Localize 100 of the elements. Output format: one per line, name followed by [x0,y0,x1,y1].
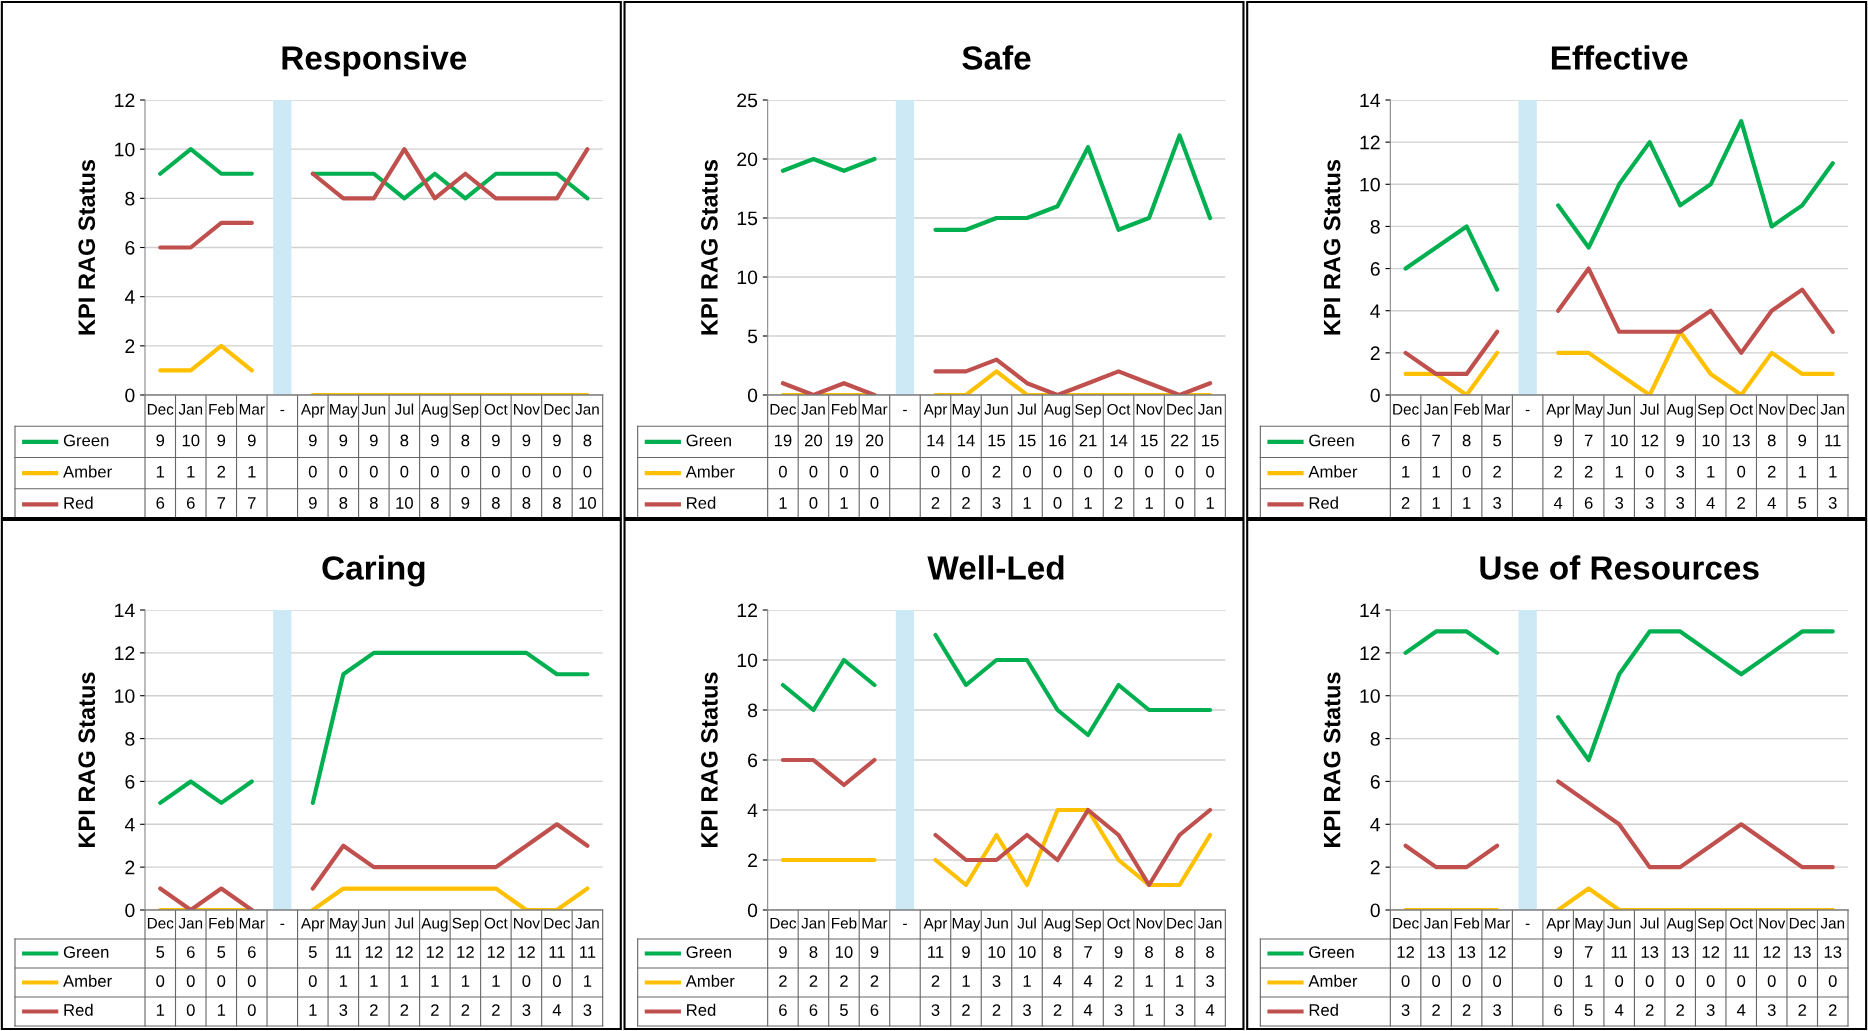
y-tick-label: 8 [125,191,135,206]
data-label: 22 [1171,434,1188,447]
data-label: 4 [1083,975,1093,987]
x-tick-label: May [952,404,981,418]
x-tick-label: Jan [801,404,825,415]
y-tick-label: 5 [747,329,758,344]
data-label: 1 [1798,465,1807,478]
chart-title: Well-Led [927,555,1064,580]
data-label: 11 [1825,434,1841,447]
data-label: 0 [1023,465,1031,478]
data-label: 0 [522,465,531,478]
data-label: 1 [400,975,409,987]
y-tick-label: 4 [1370,817,1381,832]
data-label: 14 [957,434,975,447]
x-tick-label: Jun [361,917,386,929]
data-label: 5 [839,1004,848,1016]
data-label: 3 [1767,1004,1776,1016]
data-label: 10 [988,946,1006,958]
data-label: 0 [1645,975,1654,987]
data-label: 2 [992,1004,1001,1016]
x-tick-label: Dec [147,404,174,415]
data-label: 3 [931,1004,940,1016]
data-label: 0 [1493,975,1502,987]
data-label: 2 [809,975,818,987]
y-tick-label: 0 [125,388,135,403]
y-tick-label: 0 [747,903,758,918]
legend-label: Red [64,1003,93,1016]
data-label: 1 [1432,497,1440,509]
data-label: 9 [369,434,378,447]
data-label: 1 [370,975,378,987]
data-label: 1 [156,465,165,478]
x-tick-label: - [280,409,285,412]
data-label: 7 [1584,946,1593,958]
data-label: 3 [1676,465,1685,478]
y-tick-label: 8 [1370,732,1380,746]
data-label: 2 [1828,1004,1837,1016]
data-label: 1 [840,497,848,509]
chart-title: Use of Resources [1480,555,1759,580]
y-tick-label: 12 [1360,646,1380,660]
x-tick-label: May [1575,917,1604,932]
data-label: 11 [549,946,565,958]
data-label: 11 [1611,946,1628,958]
data-label: 1 [1585,975,1593,987]
x-tick-label: Jan [1424,917,1448,929]
data-label: 13 [1672,946,1689,958]
data-label: 9 [1798,434,1807,447]
x-tick-label: Mar [862,917,888,929]
data-label: 8 [1175,946,1184,958]
y-tick-label: 10 [737,270,758,285]
x-tick-label: - [1525,409,1530,412]
y-tick-label: 6 [125,240,135,255]
x-tick-label: - [280,923,285,925]
data-label: 3 [1828,497,1837,509]
data-label: 9 [461,497,470,509]
data-label: 12 [1641,434,1659,447]
x-tick-label: Sep [452,403,479,418]
data-label: 9 [1554,946,1562,958]
data-label: 9 [962,946,970,958]
data-label: 1 [431,975,439,987]
data-label: 10 [1611,434,1628,447]
data-label: 13 [1824,946,1842,958]
data-label: 20 [866,434,884,447]
data-label: 6 [779,1004,787,1016]
x-tick-label: Nov [1759,917,1786,929]
data-label: 8 [491,497,500,509]
data-label: 0 [247,1004,256,1016]
data-label: 12 [396,946,413,958]
y-tick-label: 12 [1360,135,1380,150]
data-label: 2 [370,1004,378,1016]
data-label: 15 [1019,434,1036,447]
data-label: 0 [461,465,470,478]
data-label: 9 [156,434,165,447]
data-label: 3 [1706,1004,1715,1016]
data-label: 8 [1206,946,1214,958]
y-tick-label: 2 [748,853,757,868]
chart-title: Responsive [282,45,467,77]
x-tick-label: Oct [1730,917,1753,929]
data-label: 3 [1615,497,1624,509]
data-label: 0 [931,465,940,478]
data-label: 10 [1019,946,1036,958]
data-label: 8 [339,497,348,509]
data-label: 2 [1401,497,1410,509]
x-tick-label: Mar [239,917,265,929]
data-label: 3 [339,1004,348,1016]
data-label: 7 [217,497,226,509]
data-label: 2 [1432,1004,1440,1016]
data-label: 12 [457,946,474,958]
x-tick-label: Nov [1136,917,1163,929]
data-label: 1 [217,1004,226,1016]
data-label: 12 [365,946,383,958]
y-tick-label: 10 [115,689,135,703]
x-tick-label: Oct [1107,917,1131,929]
x-tick-label: Jan [1424,404,1448,415]
data-label: 9 [247,434,256,447]
data-label: 15 [1141,434,1158,447]
data-label: 0 [1798,975,1807,987]
data-label: 8 [430,497,439,509]
data-label: 1 [584,975,592,987]
x-tick-label: Feb [832,403,857,415]
data-label: 2 [1114,497,1123,509]
